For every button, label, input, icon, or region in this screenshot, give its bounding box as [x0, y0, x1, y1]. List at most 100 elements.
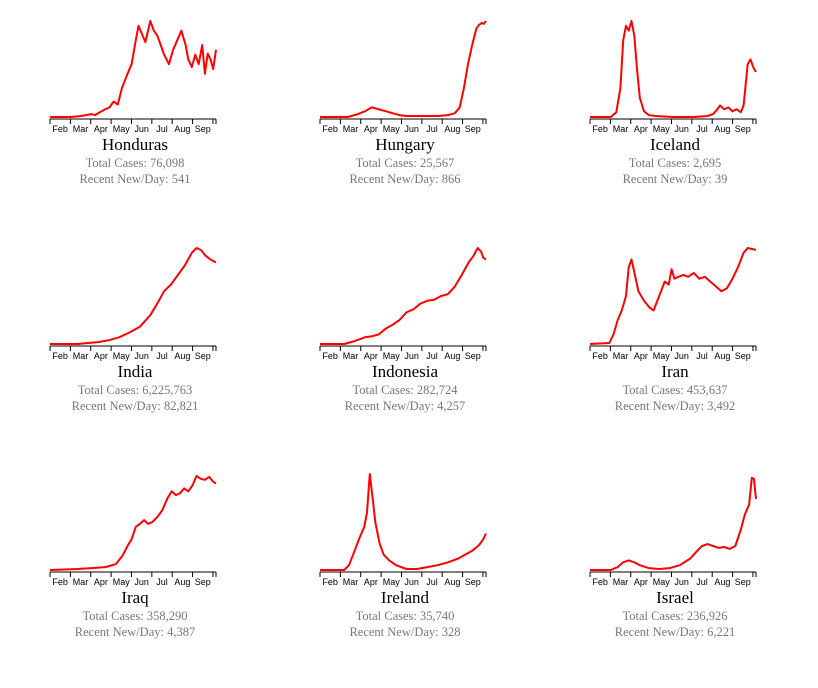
- x-tick-label: Mar: [73, 124, 89, 134]
- total-cases: Total Cases: 76,098: [0, 156, 270, 171]
- country-name: Iraq: [121, 588, 149, 607]
- country-name: India: [117, 362, 153, 381]
- country-name: Hungary: [375, 135, 435, 154]
- x-tick-label: Feb: [592, 577, 608, 587]
- series-line: [590, 20, 757, 118]
- recent-new-per-day: Recent New/Day: 4,257: [270, 399, 540, 414]
- x-tick-label: Sep: [465, 351, 481, 361]
- total-cases-value: 35,740: [420, 609, 455, 623]
- x-tick-label: Apr: [634, 351, 648, 361]
- x-tick-label: Jul: [156, 124, 168, 134]
- x-tick-label: Feb: [322, 577, 338, 587]
- recent-new-per-day: Recent New/Day: 4,387: [0, 625, 270, 640]
- x-tick-label: Aug: [174, 351, 190, 361]
- series-line: [590, 476, 757, 571]
- series-line: [50, 20, 217, 118]
- x-tick-label: May: [383, 351, 401, 361]
- x-tick-label: Jul: [426, 577, 438, 587]
- country-panel-iran: Feb Mar Apr May Jun Jul Aug Sep Iran Total Cases:…: [540, 242, 810, 462]
- x-tick-label: Sep: [735, 351, 751, 361]
- x-tick-label: Sep: [465, 124, 481, 134]
- x-tick-label: Aug: [444, 351, 460, 361]
- total-cases-label: Total Cases:: [622, 383, 687, 397]
- recent-new-per-day: Recent New/Day: 328: [270, 625, 540, 640]
- x-tick-label: Apr: [364, 577, 378, 587]
- recent-new-per-day: Recent New/Day: 866: [270, 172, 540, 187]
- total-cases-value: 236,926: [686, 609, 728, 623]
- total-cases-value: 282,724: [416, 383, 458, 397]
- x-tick-label: Jun: [674, 577, 689, 587]
- x-tick-label: Jun: [134, 577, 149, 587]
- country-chart-grid: Feb Mar Apr May Jun Jul Aug Sep Honduras Total Ca…: [0, 15, 810, 640]
- x-tick-label: Aug: [714, 124, 730, 134]
- country-panel-ireland: Feb Mar Apr May Jun Jul Aug Sep Ireland Total Cas…: [270, 468, 540, 688]
- line-chart: Feb Mar Apr May Jun Jul Aug Sep: [49, 474, 217, 587]
- total-cases: Total Cases: 282,724: [270, 383, 540, 398]
- recent-new-label: Recent New/Day:: [349, 172, 442, 186]
- x-tick-label: Jun: [404, 577, 419, 587]
- total-cases: Total Cases: 453,637: [540, 383, 810, 398]
- recent-new-label: Recent New/Day:: [74, 625, 168, 639]
- recent-new-value: 82,821: [163, 399, 199, 413]
- line-chart: Feb Mar Apr May Jun Jul Aug Sep: [589, 20, 757, 134]
- x-tick-label: Mar: [343, 124, 359, 134]
- total-cases: Total Cases: 2,695: [540, 156, 810, 171]
- country-name: Israel: [656, 588, 694, 607]
- x-tick-label: Sep: [195, 124, 211, 134]
- recent-new-per-day: Recent New/Day: 541: [0, 172, 270, 187]
- x-tick-label: Jul: [696, 351, 708, 361]
- country-name: Iran: [661, 362, 689, 381]
- x-tick-label: May: [113, 124, 131, 134]
- country-panel-india: Feb Mar Apr May Jun Jul Aug Sep India Total Cases…: [0, 242, 270, 462]
- total-cases-value: 25,567: [420, 156, 455, 170]
- total-cases-label: Total Cases:: [622, 609, 687, 623]
- series-line: [320, 20, 487, 118]
- x-tick-label: Sep: [195, 351, 211, 361]
- recent-new-per-day: Recent New/Day: 82,821: [0, 399, 270, 414]
- x-tick-label: Sep: [465, 577, 481, 587]
- x-tick-label: Apr: [94, 577, 108, 587]
- x-tick-label: Sep: [195, 577, 211, 587]
- x-tick-label: Jul: [156, 577, 168, 587]
- total-cases: Total Cases: 6,225,763: [0, 383, 270, 398]
- recent-new-value: 541: [171, 172, 191, 186]
- total-cases-label: Total Cases:: [82, 609, 147, 623]
- line-chart: Feb Mar Apr May Jun Jul Aug Sep: [49, 20, 217, 134]
- x-tick-label: Jun: [404, 351, 419, 361]
- country-panel-honduras: Feb Mar Apr May Jun Jul Aug Sep Honduras Total Ca…: [0, 15, 270, 235]
- total-cases-label: Total Cases:: [628, 156, 694, 170]
- total-cases-value: 6,225,763: [142, 383, 193, 397]
- x-tick-label: Aug: [174, 124, 190, 134]
- x-tick-label: Aug: [714, 351, 730, 361]
- x-tick-label: Mar: [613, 351, 629, 361]
- x-tick-label: Aug: [444, 577, 460, 587]
- recent-new-value: 39: [714, 172, 728, 186]
- x-tick-label: May: [113, 577, 131, 587]
- series-line: [49, 474, 217, 571]
- recent-new-label: Recent New/Day:: [614, 625, 708, 639]
- x-tick-label: Aug: [714, 577, 730, 587]
- country-panel-israel: Feb Mar Apr May Jun Jul Aug Sep Israel Total Case…: [540, 468, 810, 688]
- total-cases: Total Cases: 236,926: [540, 609, 810, 624]
- x-tick-label: Feb: [52, 124, 68, 134]
- recent-new-value: 3,492: [707, 399, 736, 413]
- x-tick-label: Jun: [134, 351, 149, 361]
- recent-new-value: 4,257: [437, 399, 466, 413]
- x-tick-label: Aug: [444, 124, 460, 134]
- total-cases-value: 453,637: [686, 383, 728, 397]
- x-tick-label: Aug: [174, 577, 190, 587]
- x-tick-label: May: [113, 351, 131, 361]
- x-tick-label: Mar: [613, 124, 629, 134]
- x-tick-label: Feb: [592, 351, 608, 361]
- series-line: [589, 247, 757, 345]
- recent-new-label: Recent New/Day:: [614, 399, 708, 413]
- x-tick-label: Apr: [634, 124, 648, 134]
- x-tick-label: Mar: [343, 351, 359, 361]
- total-cases-value: 358,290: [146, 609, 188, 623]
- country-name: Indonesia: [371, 362, 439, 381]
- x-tick-label: Mar: [613, 577, 629, 587]
- x-tick-label: Mar: [73, 577, 89, 587]
- recent-new-value: 866: [441, 172, 461, 186]
- x-tick-label: Apr: [364, 124, 378, 134]
- x-tick-label: Jun: [674, 124, 689, 134]
